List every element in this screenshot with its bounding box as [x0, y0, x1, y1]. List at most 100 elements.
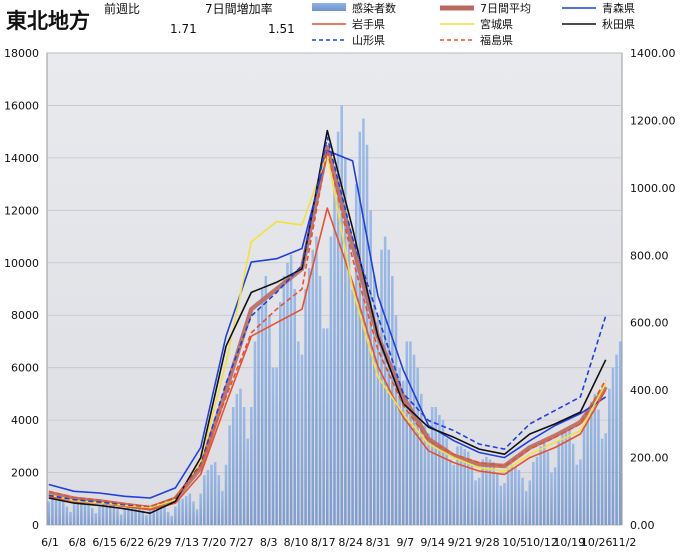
bar-day-146 [575, 464, 579, 525]
bar-day-38 [184, 496, 188, 525]
y-left-tick-3: 6000 [11, 362, 39, 375]
bar-day-12 [90, 507, 94, 525]
y-left-tick-4: 8000 [11, 309, 39, 322]
bar-day-133 [528, 480, 532, 525]
bar-day-139 [550, 472, 553, 525]
bar-day-80 [336, 131, 340, 526]
bar-day-72 [307, 268, 311, 525]
stat-value-weekly-ratio: 1.71 [170, 22, 197, 36]
bar-day-143 [564, 430, 568, 525]
bar-day-43 [203, 475, 206, 525]
bar-day-6 [69, 511, 72, 525]
bar-day-149 [586, 412, 589, 525]
bar-day-63 [275, 367, 278, 525]
bar-day-4 [62, 501, 65, 525]
bar-day-126 [503, 483, 506, 525]
line-series-1 [48, 150, 607, 499]
bar-day-1 [51, 493, 54, 525]
x-tick-2: 6/15 [92, 536, 117, 549]
bar-day-61 [268, 315, 271, 525]
bar-day-110 [445, 438, 448, 525]
bar-day-100 [409, 341, 412, 525]
x-tick-16: 9/28 [475, 536, 500, 549]
bar-day-87 [362, 118, 365, 525]
bar-day-22 [127, 504, 130, 525]
bar-day-88 [365, 144, 369, 525]
line-series-4 [48, 129, 607, 514]
bar-day-114 [459, 446, 463, 525]
bar-day-156 [611, 367, 615, 525]
legend-label-3: 岩手県 [352, 17, 385, 31]
bar-day-70 [300, 354, 304, 525]
x-tick-14: 9/14 [420, 536, 445, 549]
y-right-tick-3: 600.00 [630, 317, 669, 330]
bar-day-97 [398, 367, 401, 525]
x-tick-21: 11/2 [612, 536, 637, 549]
bar-day-45 [210, 464, 213, 525]
bar-day-69 [297, 341, 300, 525]
x-tick-3: 6/22 [120, 536, 145, 549]
bar-day-67 [289, 254, 293, 525]
x-tick-5: 7/13 [174, 536, 199, 549]
y-right-tick-7: 1400.00 [630, 47, 676, 60]
bar-day-59 [260, 289, 264, 525]
bar-day-151 [593, 393, 597, 525]
bar-day-105 [427, 433, 430, 525]
bar-day-158 [618, 341, 622, 525]
bar-day-53 [239, 388, 242, 525]
bar-day-150 [590, 401, 593, 525]
y-left-tick-6: 12000 [4, 204, 39, 217]
bar-day-109 [441, 420, 445, 525]
bar-day-124 [495, 472, 499, 525]
y-left-tick-5: 10000 [4, 257, 39, 270]
y-left-tick-8: 16000 [4, 99, 39, 112]
bar-day-0 [47, 501, 51, 525]
bar-day-14 [98, 506, 101, 525]
x-tick-17: 10/5 [502, 536, 527, 549]
x-tick-19: 10/19 [553, 536, 585, 549]
bar-day-34 [170, 515, 174, 525]
x-tick-4: 6/29 [147, 536, 172, 549]
x-tick-9: 8/10 [284, 536, 309, 549]
bar-day-145 [571, 443, 575, 525]
legend-label-5: 秋田県 [602, 17, 635, 31]
x-tick-15: 9/21 [448, 536, 473, 549]
line-series-2 [48, 207, 607, 511]
bar-day-40 [192, 501, 195, 525]
bar-day-112 [452, 464, 456, 525]
bar-day-19 [116, 509, 119, 525]
line-series-5 [48, 136, 607, 508]
y-right-tick-4: 800.00 [630, 249, 669, 262]
bar-day-42 [199, 493, 202, 525]
bar-day-79 [333, 184, 336, 526]
bar-day-11 [87, 502, 90, 525]
x-tick-6: 7/20 [202, 536, 227, 549]
bar-day-142 [561, 433, 564, 525]
bar-day-46 [213, 462, 217, 525]
bar-day-131 [521, 477, 524, 525]
bar-day-13 [94, 513, 98, 525]
bar-day-24 [134, 505, 137, 525]
x-tick-20: 10/26 [581, 536, 613, 549]
bar-series-group [47, 105, 622, 526]
y-axis-right: 0.00 200.00 400.00 600.00 800.00 1000.00 1200.… [630, 47, 676, 532]
bar-day-92 [380, 249, 383, 526]
legend-label-6: 山形県 [352, 34, 385, 47]
bar-day-121 [485, 456, 488, 525]
bar-day-78 [329, 236, 333, 525]
bar-day-90 [373, 275, 376, 525]
bar-day-119 [477, 477, 481, 525]
x-tick-7: 7/27 [229, 536, 254, 549]
bar-day-125 [499, 485, 503, 525]
y-axis-left: 0 2000 4000 6000 8000 10000 12000 14000 16000 180… [4, 47, 39, 532]
bar-day-26 [141, 510, 145, 525]
x-tick-18: 10/12 [526, 536, 558, 549]
bar-day-35 [174, 506, 177, 525]
bar-day-152 [597, 409, 600, 525]
bar-day-49 [224, 464, 228, 525]
bar-day-15 [101, 501, 105, 525]
bar-day-81 [340, 105, 343, 525]
bar-day-54 [242, 407, 246, 525]
